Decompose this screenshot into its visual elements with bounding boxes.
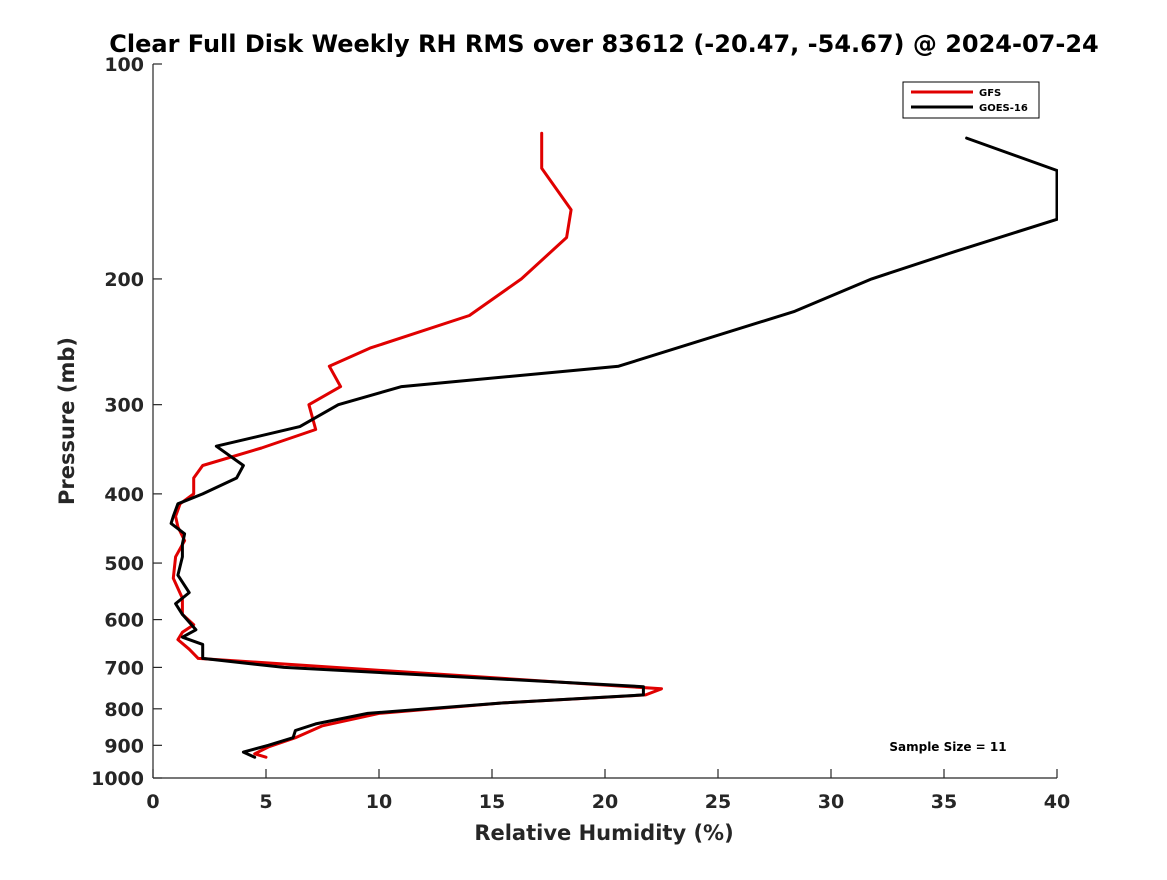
chart-title: Clear Full Disk Weekly RH RMS over 83612… [109, 30, 1098, 58]
x-tick-label: 30 [818, 791, 844, 813]
plot-area [152, 64, 1057, 779]
series-layer [169, 131, 1058, 759]
series-line-goes-16 [169, 136, 1058, 759]
legend: GFS GOES-16 [902, 81, 1040, 119]
sample-size-annotation: Sample Size = 11 [889, 740, 1006, 754]
legend-label-gfs: GFS [979, 88, 1001, 99]
x-axis: 0 5 10 15 20 25 30 35 40 [146, 769, 1070, 813]
x-tick-label: 20 [592, 791, 618, 813]
y-tick-label: 1000 [91, 768, 144, 790]
x-tick-label: 5 [259, 791, 272, 813]
x-tick-label: 15 [479, 791, 505, 813]
y-tick-label: 200 [104, 269, 144, 291]
y-tick-label: 100 [104, 54, 144, 76]
x-axis-label: Relative Humidity (%) [474, 821, 733, 845]
x-tick-label: 25 [705, 791, 731, 813]
y-tick-label: 900 [104, 735, 144, 757]
legend-box [902, 81, 1040, 119]
y-tick-label: 500 [104, 553, 144, 575]
legend-label-goes-16: GOES-16 [979, 103, 1028, 114]
y-axis-label: Pressure (mb) [55, 337, 79, 505]
x-tick-label: 35 [931, 791, 957, 813]
y-tick-label: 700 [104, 657, 144, 679]
x-tick-label: 10 [366, 791, 392, 813]
x-tick-label: 40 [1044, 791, 1070, 813]
y-tick-label: 800 [104, 699, 144, 721]
y-axis: 100 200 300 400 500 600 700 800 900 1000 [91, 54, 162, 790]
y-tick-label: 600 [104, 610, 144, 632]
y-tick-label: 300 [104, 395, 144, 417]
x-tick-label: 0 [146, 791, 159, 813]
y-tick-label: 400 [104, 484, 144, 506]
